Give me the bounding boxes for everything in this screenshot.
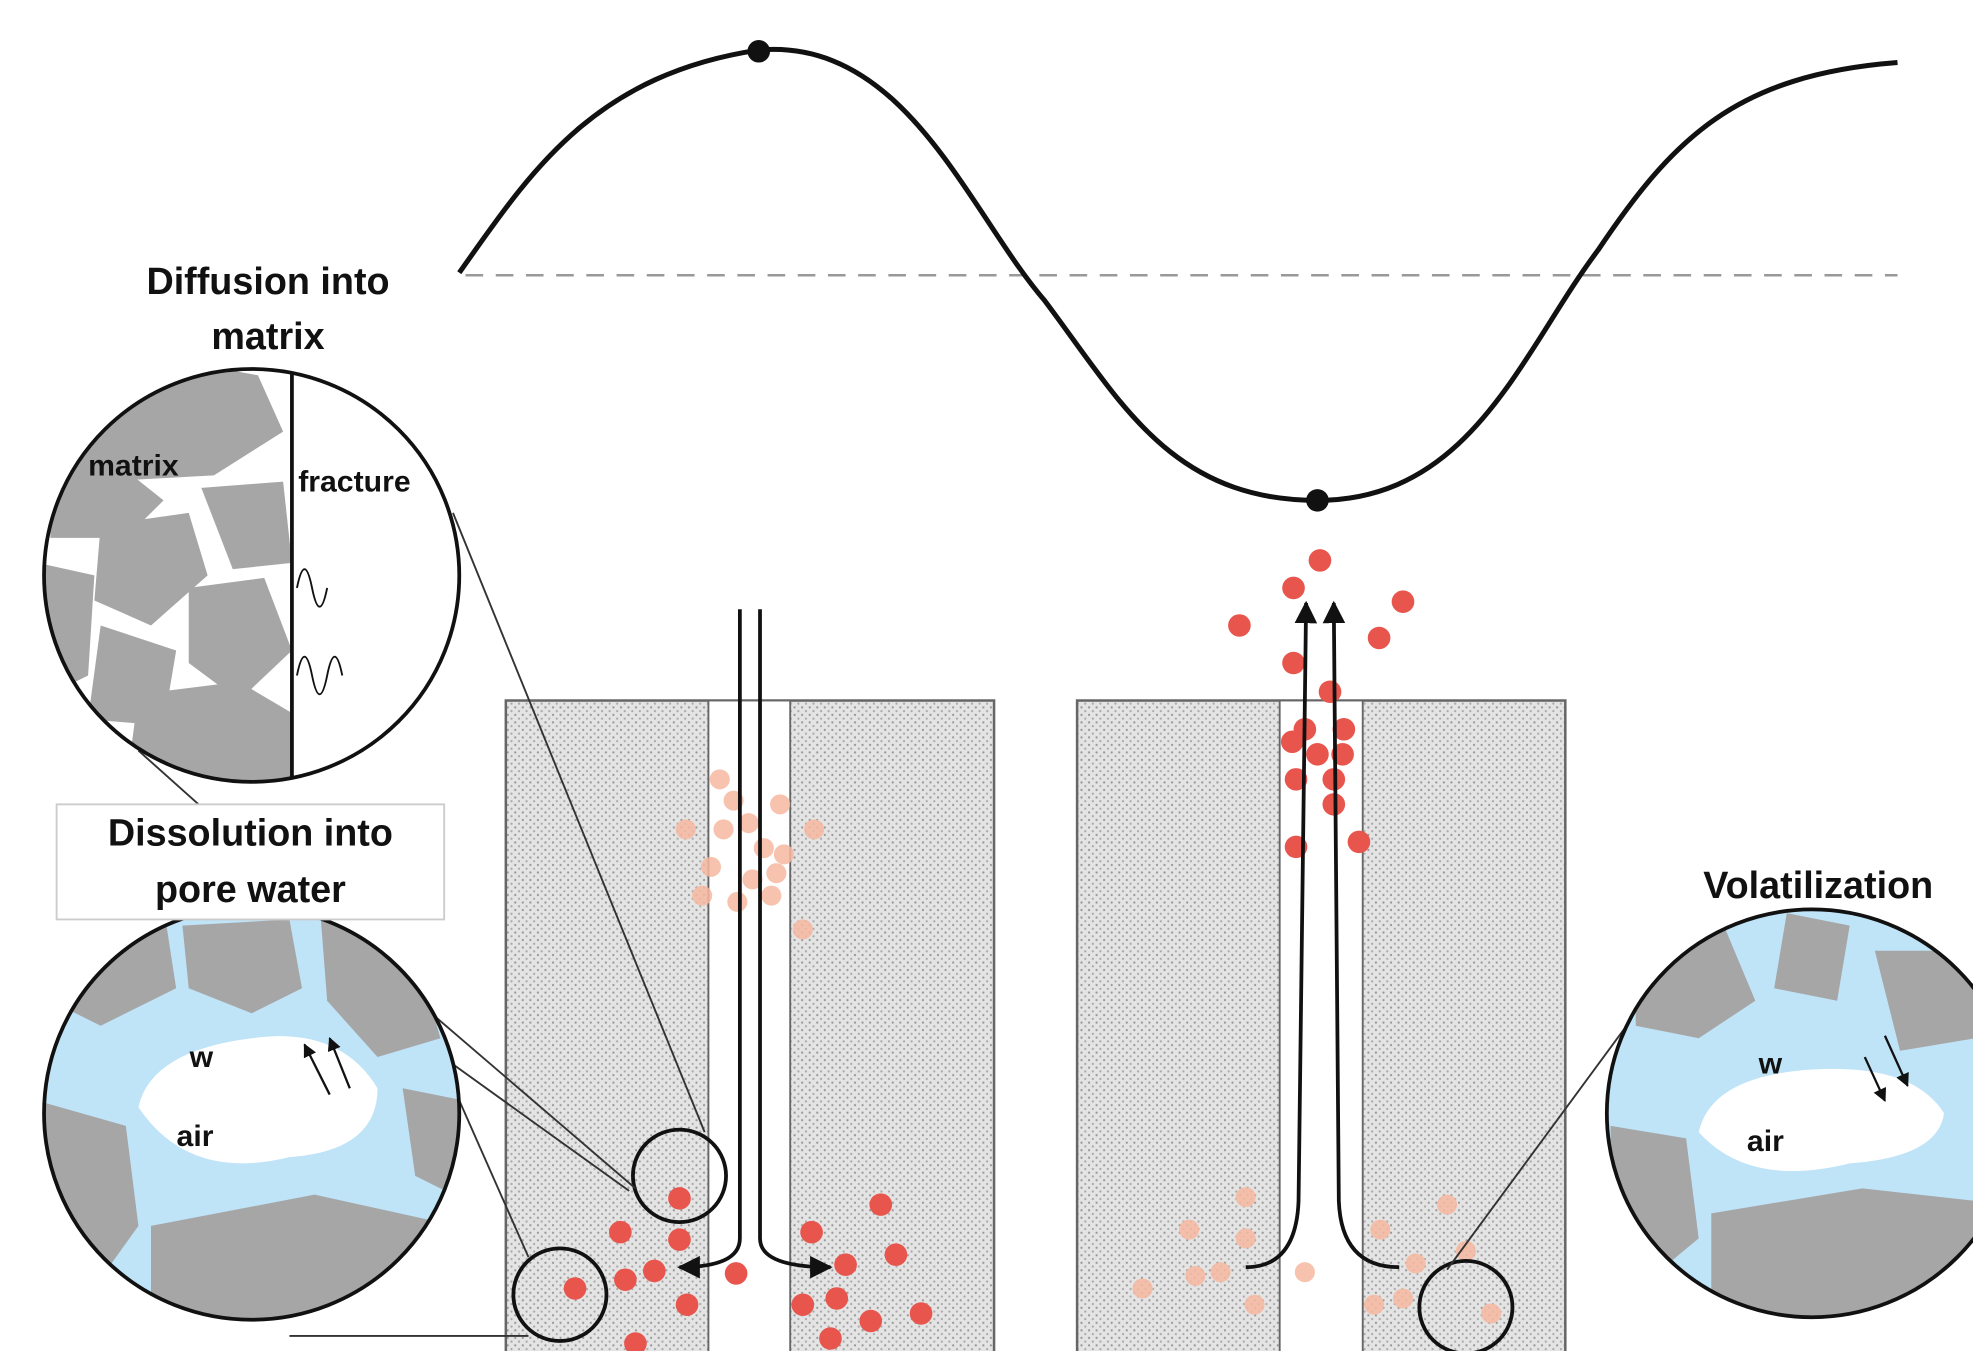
- particle: [1236, 1187, 1256, 1207]
- particle: [1244, 1295, 1264, 1315]
- particle: [761, 886, 781, 906]
- heading: Volatilization: [1703, 864, 1933, 906]
- heading: matrix: [211, 315, 324, 357]
- particle: [1179, 1220, 1199, 1240]
- particle: [713, 819, 733, 839]
- particle: [564, 1277, 587, 1300]
- matrix-zoom: [38, 363, 466, 788]
- particle: [825, 1287, 848, 1310]
- heading: pore water: [155, 868, 346, 910]
- particle: [1392, 590, 1415, 613]
- particle: [766, 863, 786, 883]
- particle: [793, 919, 813, 939]
- particle: [1306, 743, 1329, 766]
- particle: [1370, 1220, 1390, 1240]
- particle: [1309, 549, 1332, 572]
- wave-trough: [1306, 489, 1329, 512]
- label: air: [177, 1120, 214, 1153]
- dissolution-zoom: [38, 901, 466, 1326]
- volatilization-zoom: [1604, 907, 1973, 1332]
- particle: [676, 1293, 699, 1316]
- particle: [800, 1221, 823, 1244]
- particle: [770, 794, 790, 814]
- page: Diffusion into matrix matrix fracture Di…: [0, 0, 1973, 1351]
- particle: [1282, 577, 1305, 600]
- particle: [1228, 614, 1251, 637]
- particle: [614, 1268, 637, 1291]
- particle: [834, 1253, 857, 1276]
- particle: [1295, 1262, 1315, 1282]
- particle: [1406, 1253, 1426, 1273]
- particle: [1348, 831, 1371, 854]
- label: matrix: [88, 449, 179, 482]
- particle: [1281, 731, 1304, 754]
- particle: [609, 1221, 632, 1244]
- particle: [1364, 1295, 1384, 1315]
- particle: [1236, 1228, 1256, 1248]
- particle: [754, 838, 774, 858]
- particle: [710, 769, 730, 789]
- particle: [869, 1193, 892, 1216]
- particle: [1210, 1262, 1230, 1282]
- particle: [859, 1310, 882, 1333]
- particle: [727, 892, 747, 912]
- particle: [676, 819, 696, 839]
- particle: [1368, 627, 1391, 650]
- particle: [1437, 1195, 1457, 1215]
- label: w: [189, 1041, 214, 1074]
- particle: [725, 1262, 748, 1285]
- borehole-right: [1280, 701, 1363, 1351]
- label: w: [1758, 1047, 1783, 1080]
- particle: [774, 844, 794, 864]
- particle: [1185, 1266, 1205, 1286]
- particle: [1132, 1278, 1152, 1298]
- particle: [1393, 1288, 1413, 1308]
- particle: [668, 1187, 691, 1210]
- heading: Dissolution into: [108, 812, 393, 854]
- particle: [643, 1260, 666, 1283]
- particle: [804, 819, 824, 839]
- particle: [819, 1327, 842, 1350]
- diagram: Diffusion into matrix matrix fracture Di…: [0, 0, 1973, 1351]
- wave-peak: [747, 40, 770, 63]
- particle: [1319, 681, 1342, 704]
- particle: [1282, 652, 1305, 675]
- particle: [692, 886, 712, 906]
- particle: [701, 857, 721, 877]
- particle: [910, 1302, 933, 1325]
- label: fracture: [298, 466, 410, 499]
- particle: [885, 1243, 908, 1266]
- particle: [668, 1228, 691, 1251]
- particle: [791, 1293, 814, 1316]
- label: air: [1747, 1125, 1784, 1158]
- heading: Diffusion into: [146, 260, 389, 302]
- particle: [1481, 1303, 1501, 1323]
